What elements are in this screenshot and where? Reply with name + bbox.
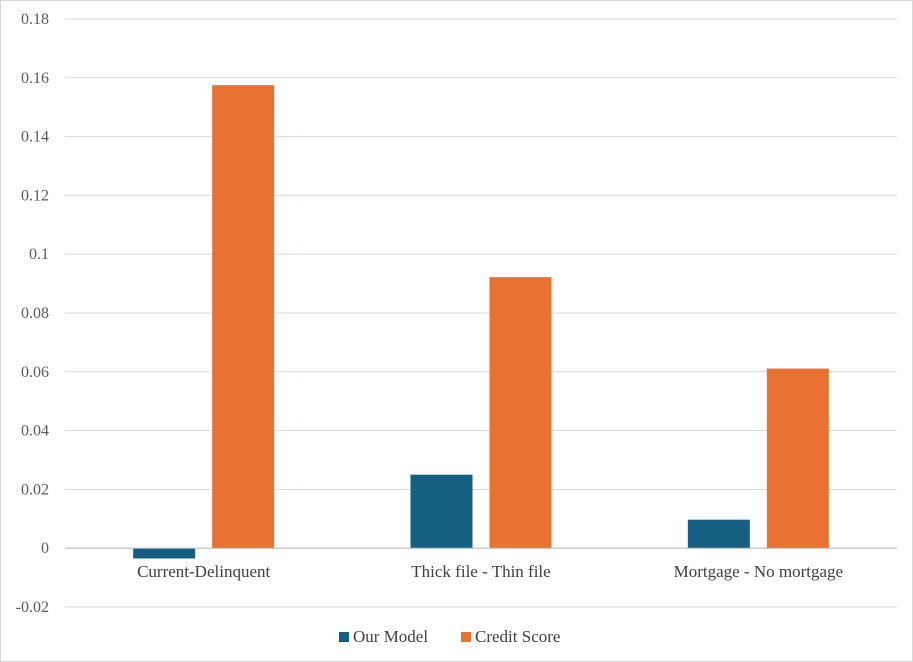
- bars: [133, 85, 829, 559]
- y-tick-label: 0.08: [21, 305, 49, 322]
- y-tick-label: 0.06: [21, 364, 49, 381]
- bar-our-model-2: [410, 474, 473, 549]
- y-axis-tick-labels: -0.02 0 0.02 0.04 0.06 0.08 0.1 0.12 0.14 0.16 0.1…: [16, 11, 49, 616]
- bar-credit-score-2: [489, 277, 552, 549]
- y-tick-label: 0.1: [29, 246, 49, 263]
- y-tick-label: -0.02: [16, 599, 49, 616]
- bar-credit-score-3: [766, 368, 829, 549]
- y-tick-label: 0.04: [21, 423, 49, 440]
- x-category-label: Mortgage - No mortgage: [674, 562, 843, 581]
- y-tick-label: 0.16: [21, 70, 49, 87]
- y-tick-label: 0.18: [21, 11, 49, 28]
- x-category-label: Current-Delinquent: [137, 562, 270, 581]
- legend-swatch-credit-score: [461, 632, 471, 642]
- y-tick-label: 0: [41, 540, 49, 557]
- legend: Our Model Credit Score: [339, 627, 560, 646]
- x-axis-category-labels: Current-Delinquent Thick file - Thin file…: [137, 562, 843, 581]
- x-category-label: Thick file - Thin file: [411, 562, 550, 581]
- bar-our-model-3: [687, 519, 750, 549]
- bar-credit-score-1: [212, 85, 275, 549]
- legend-swatch-our-model: [339, 632, 349, 642]
- y-tick-label: 0.14: [21, 129, 49, 146]
- y-tick-label: 0.12: [21, 187, 49, 204]
- bar-our-model-1: [133, 548, 196, 559]
- y-tick-label: 0.02: [21, 481, 49, 498]
- legend-label: Credit Score: [475, 627, 560, 646]
- legend-label: Our Model: [353, 627, 428, 646]
